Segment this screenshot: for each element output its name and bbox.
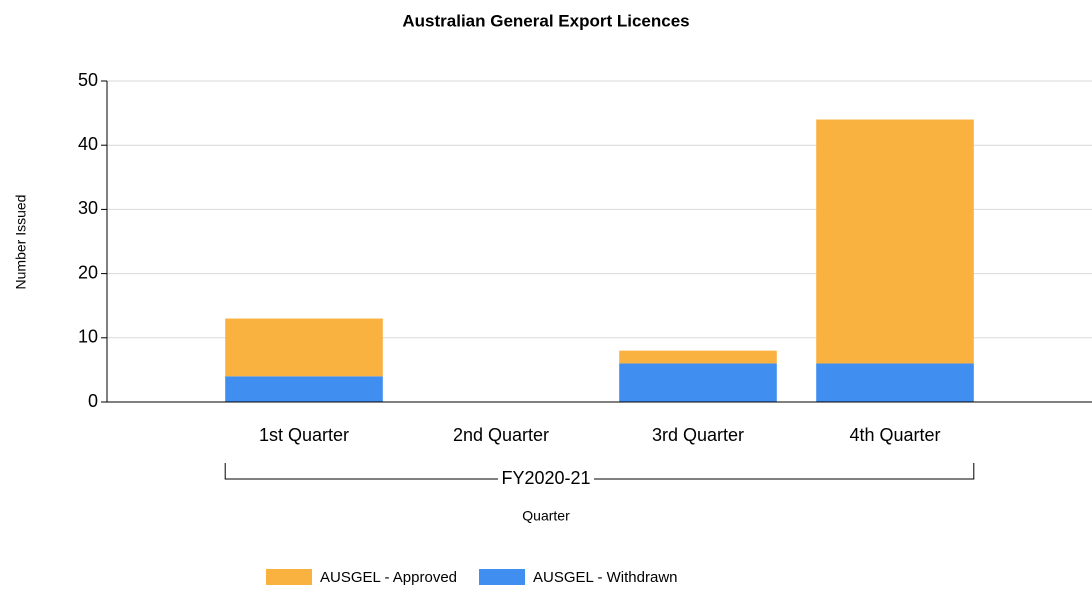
x-tick-label: 1st Quarter xyxy=(259,425,349,445)
y-tick-label: 20 xyxy=(78,262,98,282)
bar xyxy=(225,376,383,402)
group-bracket xyxy=(224,463,975,480)
legend-label: AUSGEL - Approved xyxy=(320,569,457,586)
y-axis-title: Number Issued xyxy=(13,195,29,290)
y-tick-label: 40 xyxy=(78,134,98,154)
legend-label: AUSGEL - Withdrawn xyxy=(533,569,678,586)
x-tick-label: 2nd Quarter xyxy=(453,425,549,445)
x-tick-label: 4th Quarter xyxy=(849,425,940,445)
chart-title: Australian General Export Licences xyxy=(402,11,689,30)
y-tick-label: 30 xyxy=(78,198,98,218)
bar xyxy=(225,318,383,377)
y-tick-label: 10 xyxy=(78,327,98,347)
group-label: FY2020-21 xyxy=(501,468,590,488)
bar xyxy=(816,363,974,402)
legend-swatch xyxy=(479,569,526,585)
y-tick-label: 50 xyxy=(78,70,98,90)
legend-swatch xyxy=(266,569,312,585)
x-tick-label: 3rd Quarter xyxy=(652,425,744,445)
y-tick-label: 0 xyxy=(88,391,98,411)
x-axis-title: Quarter xyxy=(522,508,570,524)
bar xyxy=(816,119,974,364)
bar xyxy=(619,350,777,364)
bar xyxy=(619,363,777,402)
